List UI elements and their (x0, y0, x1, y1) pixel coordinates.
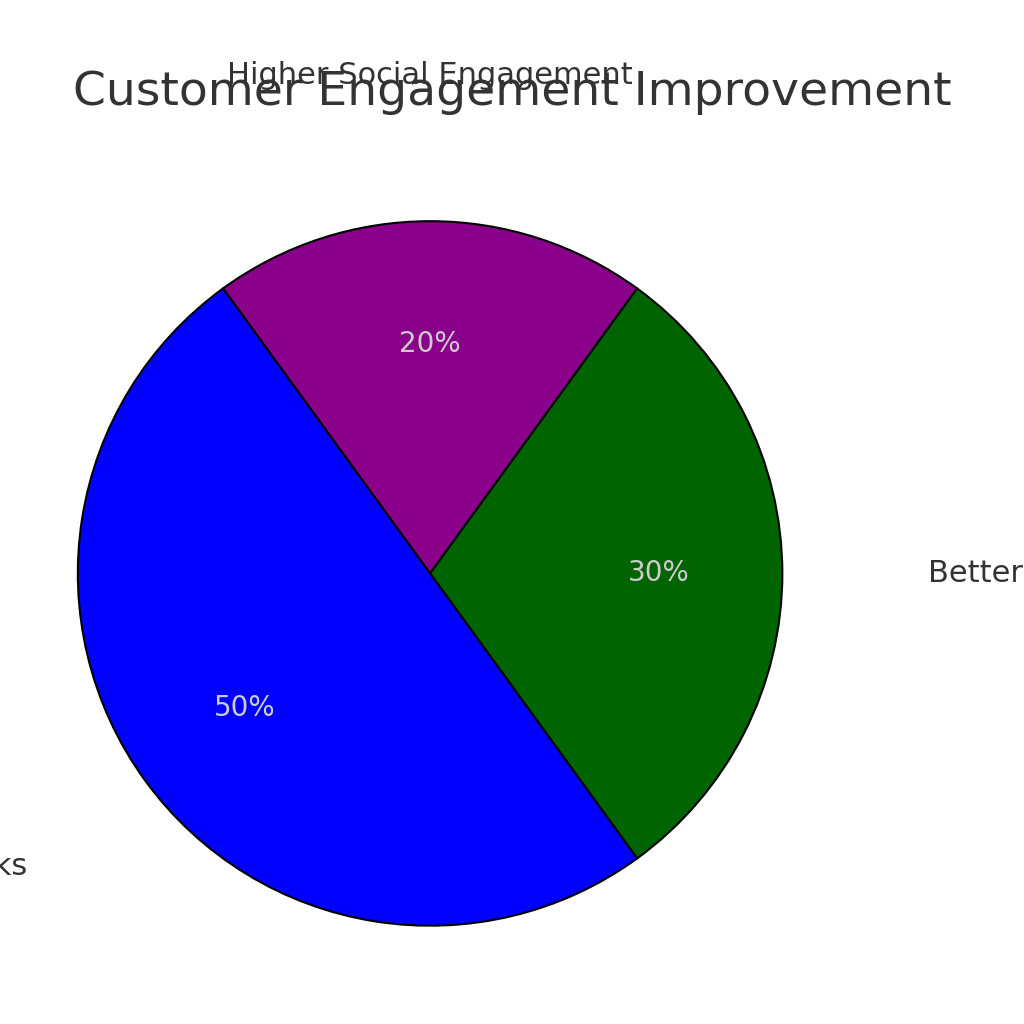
Text: 30%: 30% (628, 559, 690, 588)
Text: 20%: 20% (399, 331, 461, 358)
Text: Better Reviews: Better Reviews (928, 559, 1024, 588)
Text: Customer Engagement Improvement: Customer Engagement Improvement (73, 70, 951, 115)
Text: 50%: 50% (214, 694, 275, 722)
Text: Increase in Clicks: Increase in Clicks (0, 852, 27, 881)
Wedge shape (223, 221, 637, 573)
Text: Higher Social Engagement: Higher Social Engagement (227, 60, 633, 90)
Wedge shape (78, 289, 637, 926)
Wedge shape (430, 289, 782, 858)
